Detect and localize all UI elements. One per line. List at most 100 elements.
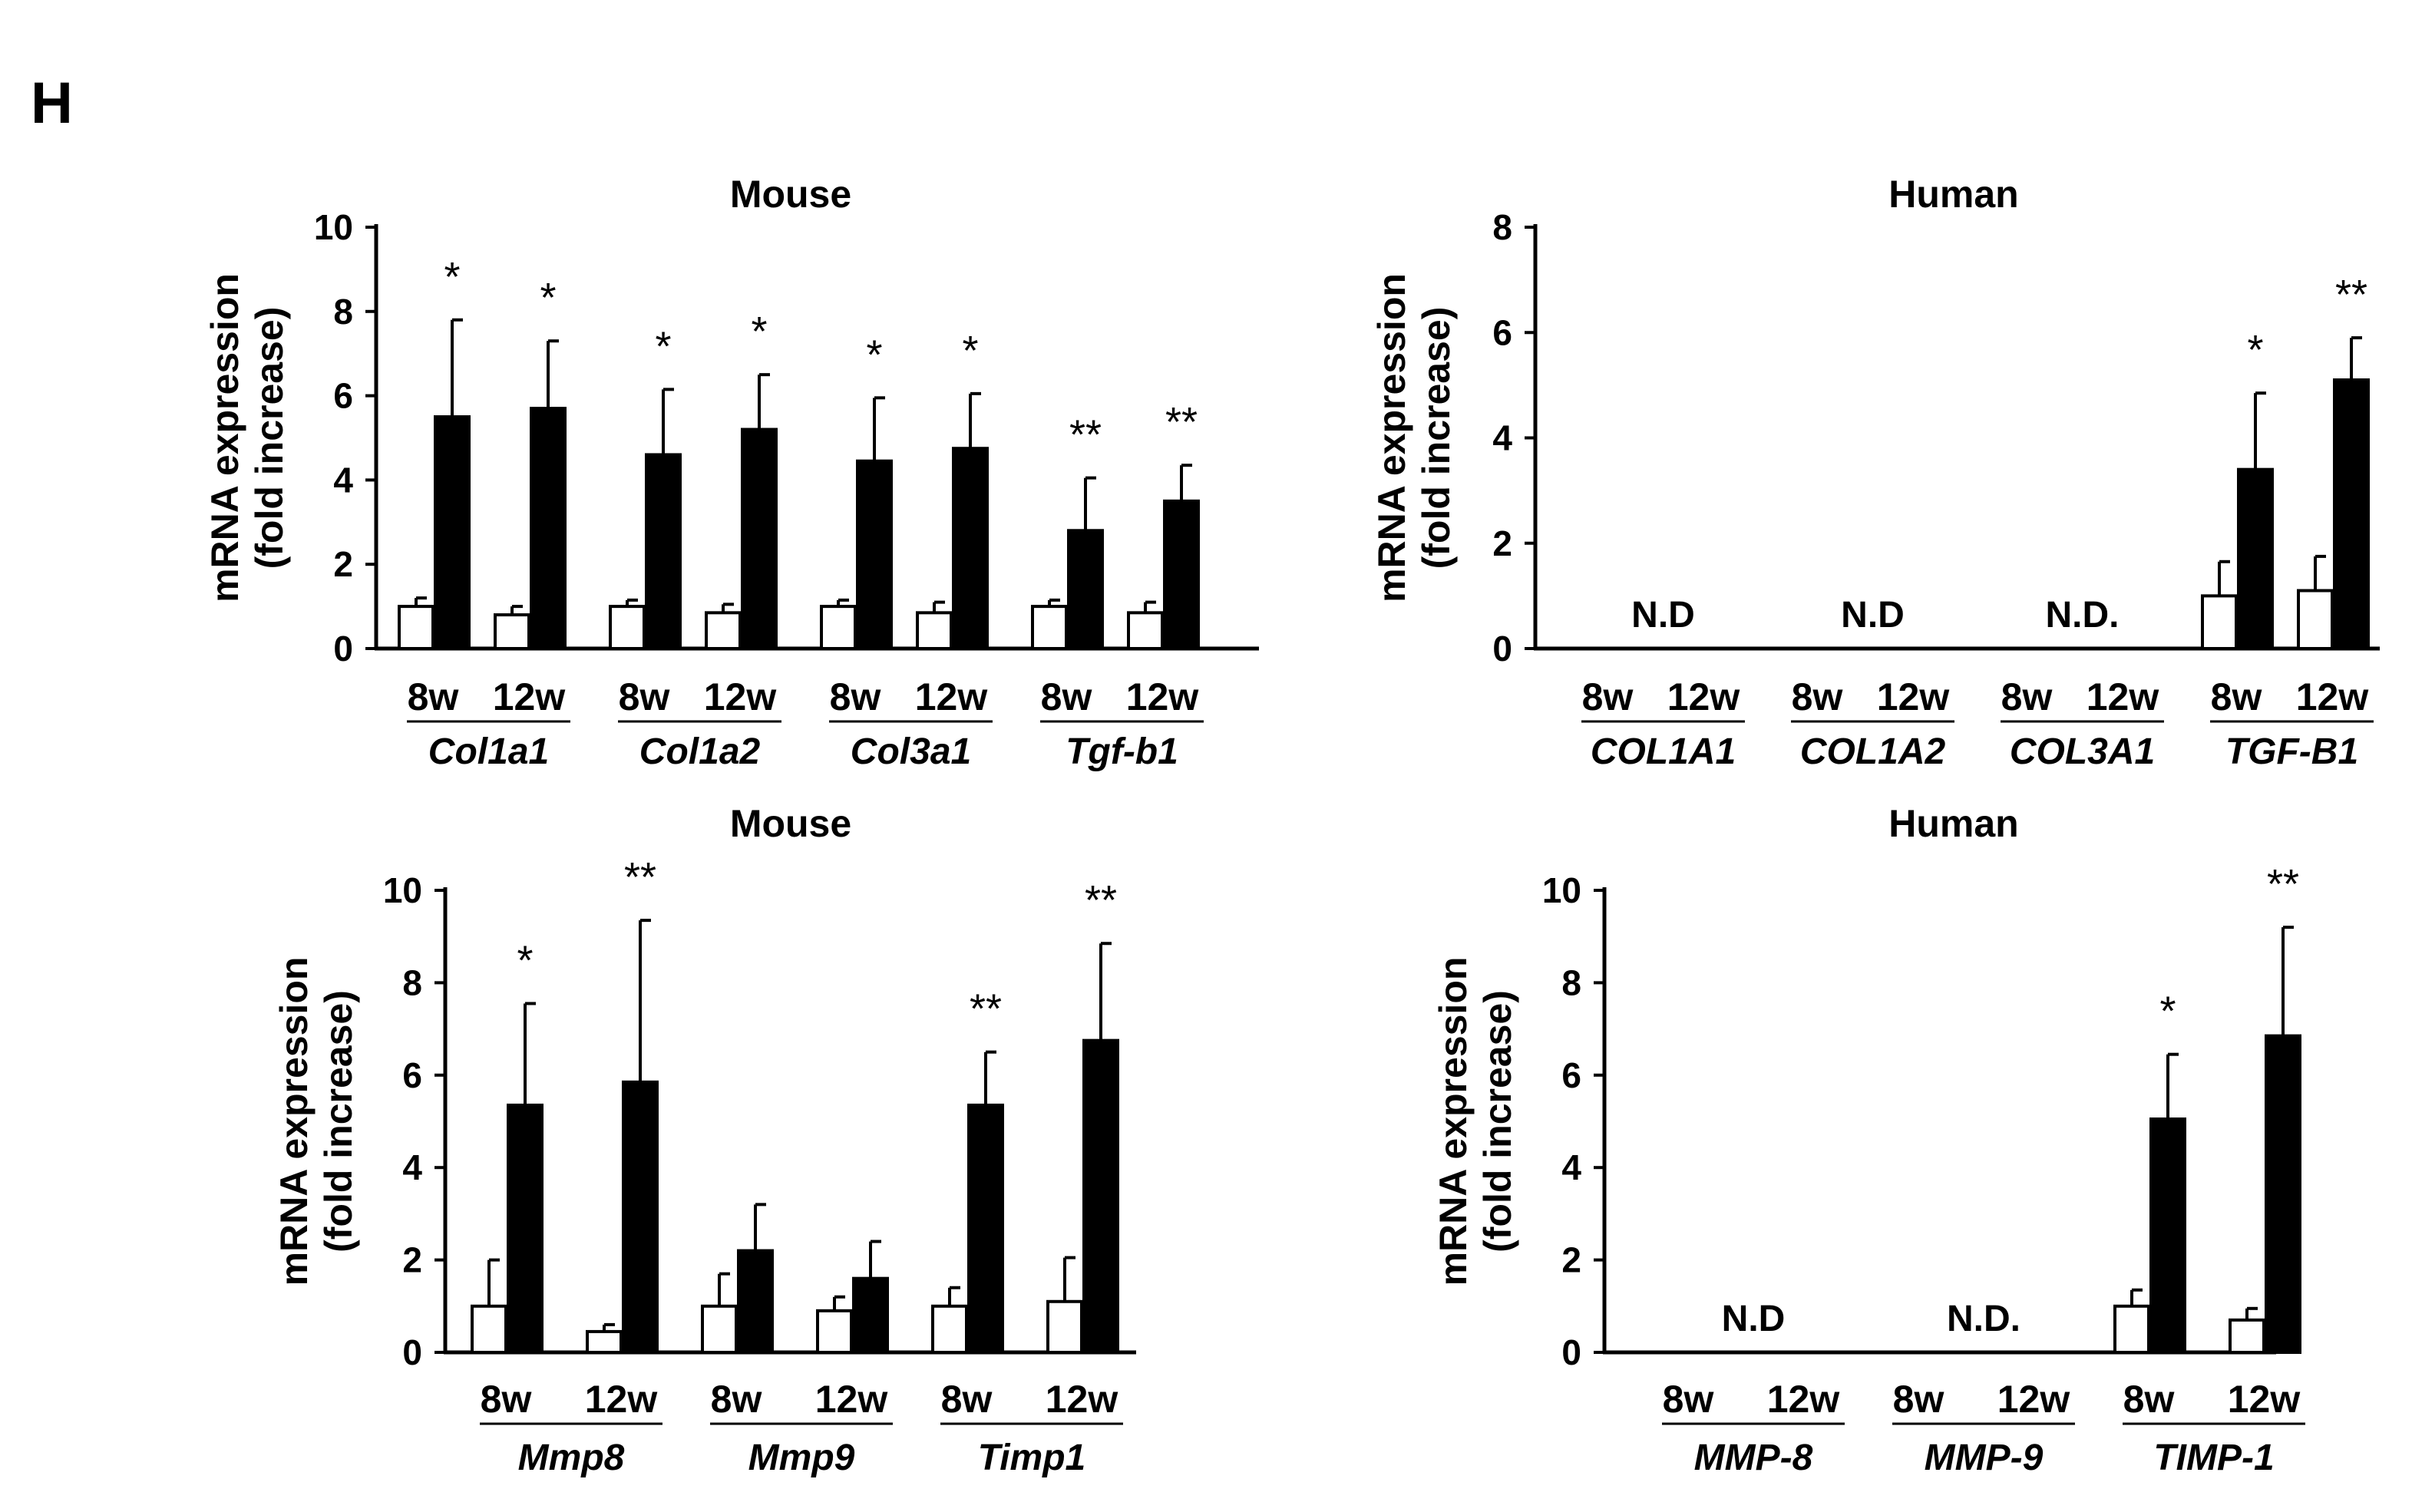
- y-tick-label: 2: [1492, 523, 1512, 563]
- significance-marker: *: [2247, 327, 2263, 373]
- y-tick-label: 4: [402, 1147, 422, 1187]
- bar-control: [609, 605, 646, 650]
- y-axis-label: mRNA expression: [203, 273, 246, 602]
- bar-control: [931, 1304, 968, 1355]
- bar-control: [398, 605, 434, 650]
- gene-label: TIMP-1: [2153, 1438, 2274, 1478]
- y-tick-label: 0: [402, 1332, 422, 1372]
- y-tick-label: 6: [333, 376, 353, 416]
- y-axis-label: mRNA expression: [273, 957, 316, 1286]
- gene-label: Col1a2: [639, 731, 761, 772]
- significance-marker: **: [1069, 412, 1102, 458]
- y-axis-label-units: (fold increase): [1415, 307, 1458, 569]
- significance-marker: **: [1085, 877, 1117, 923]
- x-week-label: 8w: [1041, 675, 1092, 718]
- not-detected-label: N.D.: [2046, 595, 2120, 636]
- gene-label: Mmp8: [518, 1438, 625, 1478]
- x-week-label: 12w: [493, 675, 566, 718]
- bar-treated: [741, 428, 778, 651]
- bar-control: [1031, 605, 1068, 650]
- x-week-label: 12w: [704, 675, 777, 718]
- x-week-label: 8w: [619, 675, 670, 718]
- bar-control: [916, 611, 953, 651]
- significance-marker: **: [2335, 272, 2367, 318]
- x-week-label: 12w: [815, 1378, 888, 1421]
- x-week-label: 8w: [1582, 675, 1634, 718]
- y-tick-label: 2: [333, 544, 353, 584]
- gene-label: MMP-8: [1694, 1438, 1813, 1478]
- bar-treated: [856, 459, 893, 650]
- y-tick-label: 6: [1492, 312, 1512, 352]
- bar-treated: [1067, 529, 1104, 651]
- gene-label: Col3a1: [851, 731, 971, 772]
- significance-marker: *: [540, 275, 556, 321]
- significance-marker: **: [624, 854, 656, 900]
- gene-label: Timp1: [978, 1438, 1085, 1478]
- bar-control: [2229, 1318, 2265, 1354]
- bar-control: [471, 1304, 507, 1355]
- gene-label: Tgf-b1: [1066, 731, 1178, 772]
- bar-control: [705, 611, 742, 651]
- chart-2: Human mRNA expression (fold increase) 0 2 4 6 8…: [1370, 173, 2380, 772]
- bar-treated: [852, 1276, 889, 1355]
- y-tick-label: 4: [333, 460, 353, 500]
- chart-3: Mouse mRNA expression (fold increase) 0 2 4 6 8…: [273, 802, 1136, 1478]
- x-week-label: 8w: [941, 1378, 993, 1421]
- bar-treated: [2265, 1034, 2301, 1354]
- x-week-label: 12w: [915, 675, 988, 718]
- x-week-label: 8w: [2001, 675, 2053, 718]
- significance-marker: *: [655, 323, 671, 369]
- x-week-label: 12w: [1997, 1378, 2070, 1421]
- bar-control: [820, 605, 857, 650]
- y-tick-label: 0: [1492, 629, 1512, 669]
- bar-control: [701, 1304, 738, 1355]
- x-week-label: 12w: [2087, 675, 2159, 718]
- chart-title: Human: [1888, 173, 2018, 216]
- bar-treated: [1163, 499, 1200, 650]
- not-detected-label: N.D: [1841, 595, 1905, 636]
- y-axis-label: mRNA expression: [1432, 957, 1475, 1286]
- bar-control: [2297, 589, 2334, 651]
- gene-label: TGF-B1: [2225, 731, 2358, 772]
- y-tick-label: 2: [402, 1240, 422, 1280]
- gene-label: COL3A1: [2010, 731, 2155, 772]
- gene-label: COL1A2: [1800, 731, 1946, 772]
- y-tick-label: 2: [1561, 1240, 1581, 1280]
- y-tick-label: 8: [1561, 962, 1581, 1002]
- significance-marker: *: [751, 309, 767, 355]
- y-tick-label: 10: [1542, 870, 1581, 910]
- significance-marker: **: [970, 986, 1002, 1032]
- x-week-label: 12w: [2296, 675, 2369, 718]
- bar-treated: [434, 415, 471, 650]
- x-week-label: 8w: [408, 675, 459, 718]
- y-tick-label: 8: [333, 292, 353, 332]
- x-week-label: 8w: [711, 1378, 762, 1421]
- x-week-label: 8w: [2123, 1378, 2175, 1421]
- y-tick-label: 4: [1561, 1147, 1581, 1187]
- bar-control: [2201, 594, 2238, 650]
- bar-treated: [1082, 1038, 1119, 1355]
- significance-marker: **: [1165, 399, 1198, 445]
- bar-control: [1046, 1299, 1083, 1355]
- gene-label: COL1A1: [1591, 731, 1736, 772]
- bar-control: [816, 1309, 853, 1354]
- significance-marker: **: [2267, 861, 2299, 907]
- y-tick-label: 8: [402, 962, 422, 1002]
- x-week-label: 12w: [1767, 1378, 1840, 1421]
- bar-control: [586, 1329, 623, 1355]
- y-tick-label: 0: [1561, 1332, 1581, 1372]
- x-week-label: 8w: [2211, 675, 2262, 718]
- y-tick-label: 6: [1561, 1055, 1581, 1095]
- y-tick-label: 10: [314, 207, 353, 247]
- x-week-label: 8w: [1663, 1378, 1714, 1421]
- bar-treated: [622, 1080, 659, 1354]
- not-detected-label: N.D: [1722, 1299, 1786, 1339]
- x-week-label: 12w: [585, 1378, 658, 1421]
- y-axis-label-units: (fold increase): [317, 990, 360, 1253]
- significance-marker: *: [962, 328, 978, 374]
- y-tick-label: 6: [402, 1055, 422, 1095]
- panel-label: H: [31, 71, 73, 136]
- x-week-label: 12w: [1126, 675, 1199, 718]
- x-week-label: 8w: [830, 675, 881, 718]
